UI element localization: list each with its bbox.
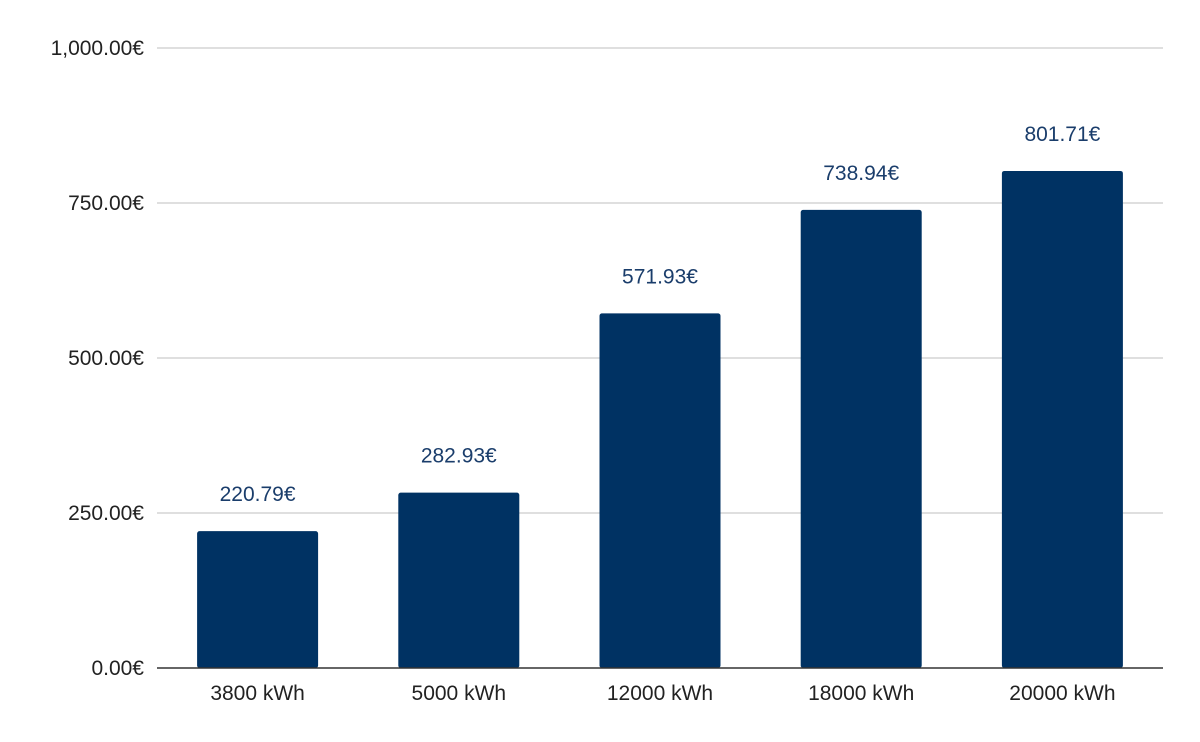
bar-data-label: 738.94€	[823, 162, 899, 185]
bar-data-label: 282.93€	[421, 445, 497, 468]
bar	[197, 531, 319, 668]
bar-data-label: 801.71€	[1024, 123, 1100, 146]
bars	[197, 170, 1123, 669]
x-tick-label: 3800 kWh	[210, 682, 305, 705]
y-tick-label: 750.00€	[68, 192, 144, 215]
y-tick-label: 250.00€	[68, 502, 144, 525]
bar	[1001, 170, 1123, 668]
bar	[398, 492, 520, 668]
x-tick-label: 20000 kWh	[1009, 682, 1115, 705]
bar-data-label: 571.93€	[622, 265, 698, 288]
x-tick-label: 5000 kWh	[412, 682, 507, 705]
y-tick-label: 1,000.00€	[51, 37, 145, 60]
y-axis-ticks: 0.00€ 250.00€ 500.00€ 750.00€ 1,000.00€	[51, 37, 145, 680]
bar	[599, 313, 721, 668]
data-labels: 220.79€ 282.93€ 571.93€ 738.94€ 801.71€	[220, 123, 1101, 506]
y-tick-label: 0.00€	[91, 657, 144, 680]
x-tick-label: 18000 kWh	[808, 682, 914, 705]
x-tick-label: 12000 kWh	[607, 682, 713, 705]
x-axis-ticks: 3800 kWh 5000 kWh 12000 kWh 18000 kWh 20000 …	[210, 682, 1115, 705]
bar-data-label: 220.79€	[220, 483, 296, 506]
bar	[800, 209, 922, 669]
y-tick-label: 500.00€	[68, 347, 144, 370]
